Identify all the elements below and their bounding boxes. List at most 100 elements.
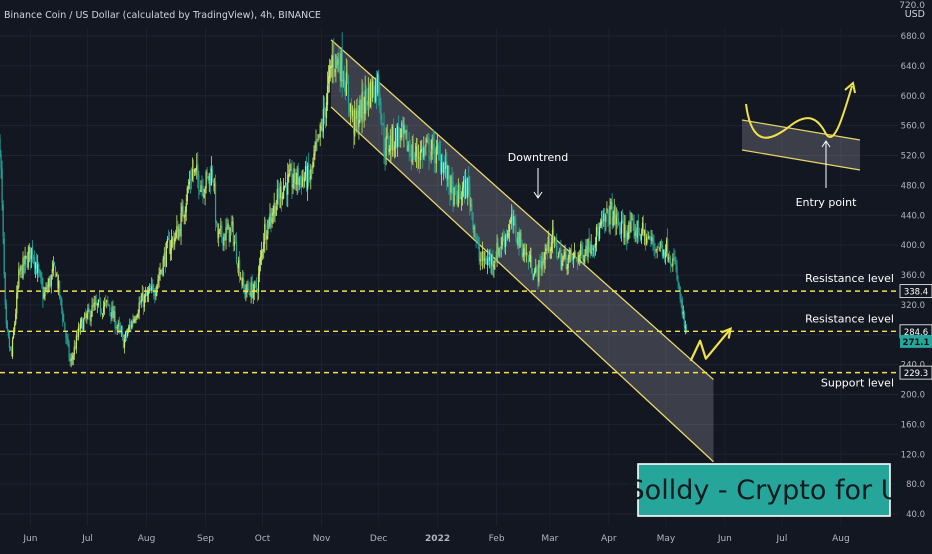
candle-body: [659, 241, 661, 247]
candle-body: [558, 252, 560, 258]
candle-body: [340, 50, 342, 82]
candle-body: [86, 313, 88, 319]
candle-body: [488, 257, 490, 261]
candle-body: [339, 66, 341, 81]
time-axis[interactable]: Jun Jul Aug Sep Oct Nov Dec 2022 Feb Mar Apr May Jun…: [22, 534, 849, 544]
currency-label[interactable]: USD: [905, 9, 925, 20]
candle-body: [253, 281, 255, 293]
candle-body: [549, 249, 552, 252]
candle-body: [310, 168, 312, 180]
candle-body: [680, 299, 682, 301]
candle-body: [536, 266, 538, 270]
candle-body: [270, 212, 272, 221]
candle-body: [416, 147, 419, 158]
candle-body: [357, 109, 359, 129]
candle-body: [239, 259, 241, 279]
price-tag: [900, 334, 932, 348]
candle-body: [341, 49, 343, 81]
candle-body: [446, 161, 448, 181]
candle-body: [508, 225, 511, 232]
candle-body: [308, 163, 310, 175]
candle-body: [668, 257, 670, 260]
candle-body: [55, 274, 58, 276]
candle-body: [378, 75, 380, 93]
candle-body: [512, 216, 514, 226]
candle-body: [177, 226, 179, 240]
candle-body: [369, 81, 372, 108]
candle-body: [32, 256, 35, 259]
candle-body: [305, 166, 308, 189]
candle-body: [104, 302, 106, 307]
candle-body: [370, 83, 373, 99]
candle-body: [90, 315, 92, 322]
candle-body: [264, 224, 266, 245]
candle-body: [277, 188, 279, 196]
candle-body: [436, 146, 438, 148]
candle-body: [485, 263, 488, 265]
candle-body: [623, 221, 625, 238]
candle-body: [660, 240, 662, 246]
candle-body: [499, 247, 501, 249]
candle-body: [401, 122, 403, 127]
candle-body: [82, 320, 84, 332]
projection-path: [689, 327, 733, 362]
candle-body: [187, 186, 189, 189]
candle-body: [542, 260, 544, 265]
candle-body: [424, 148, 426, 150]
candle-body: [282, 186, 285, 199]
candle-body: [137, 313, 139, 317]
candle-body: [564, 251, 566, 257]
candle-body: [634, 232, 636, 236]
candle-body: [113, 310, 115, 319]
candle-body: [594, 243, 597, 248]
candle-body: [107, 300, 109, 303]
candle-body: [468, 175, 470, 187]
candle-body: [115, 327, 117, 329]
entry-point-label: Entry point: [796, 196, 858, 209]
candle-body: [684, 326, 686, 329]
candle-body: [252, 290, 254, 299]
candle-body: [345, 72, 347, 96]
candle-body: [126, 332, 128, 336]
candle-body: [448, 165, 450, 184]
candle-body: [116, 326, 118, 329]
candle-body: [537, 270, 539, 281]
candle-body: [490, 255, 492, 265]
candle-body: [327, 76, 330, 84]
candle-body: [320, 126, 322, 128]
candle-body: [117, 323, 119, 327]
x-tick-label: 2022: [425, 534, 450, 544]
candle-body: [0, 154, 2, 169]
candle-body: [72, 355, 74, 360]
candle-body: [129, 325, 131, 327]
watermark: Solldy - Crypto for U: [628, 463, 900, 517]
candle-body: [25, 255, 27, 257]
candle-body: [658, 248, 660, 250]
candle-body: [585, 245, 587, 255]
candle-body: [272, 212, 274, 216]
price-axis[interactable]: 40.080.0120.0160.0200.0240.0280.0320.036…: [898, 0, 932, 550]
candle-body: [258, 264, 261, 275]
candle-body: [540, 261, 542, 271]
candle-body: [503, 239, 505, 246]
candle-body: [17, 285, 19, 293]
y-tick-label: 520.0: [901, 152, 925, 162]
y-tick-label: 640.0: [901, 62, 925, 72]
candle-body: [290, 169, 292, 171]
candle-body: [650, 237, 652, 241]
candle-body: [205, 171, 207, 189]
downtrend-arrowhead: [533, 191, 543, 199]
candle-body: [646, 237, 648, 245]
candle-body: [465, 179, 467, 199]
candle-body: [595, 226, 598, 245]
candle-body: [192, 169, 195, 173]
grid: [0, 28, 898, 526]
candle-body: [614, 205, 616, 227]
candle-body: [456, 195, 458, 206]
sketch-curve: [745, 85, 853, 139]
candle-body: [548, 236, 550, 251]
candle-body: [665, 240, 668, 253]
candle-body: [159, 272, 161, 275]
